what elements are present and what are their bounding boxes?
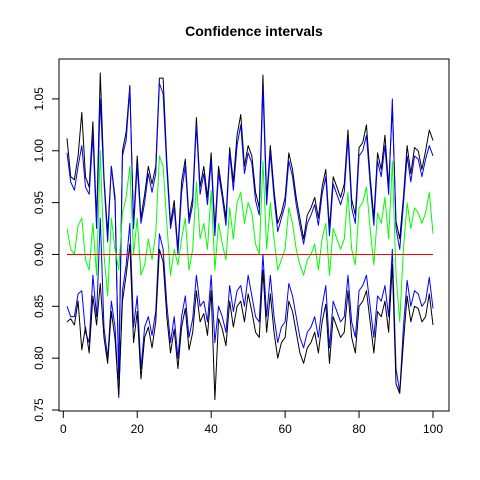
series-line-2 xyxy=(67,83,433,376)
chart-title: Confidence intervals xyxy=(185,23,323,39)
x-tick-label: 80 xyxy=(352,422,366,436)
x-tick-label: 0 xyxy=(60,422,67,436)
y-axis: 0.75 0.80 0.85 0.90 0.95 1.00 1.05 xyxy=(32,87,59,422)
series-layer xyxy=(67,73,433,400)
y-tick-label: 0.90 xyxy=(32,242,46,266)
x-tick-label: 40 xyxy=(205,422,219,436)
y-tick-label: 0.95 xyxy=(32,191,46,215)
y-tick-label: 1.00 xyxy=(32,139,46,163)
x-tick-label: 60 xyxy=(278,422,292,436)
x-axis: 0 20 40 60 80 100 xyxy=(60,411,443,436)
x-tick-label: 20 xyxy=(131,422,145,436)
series-line-5 xyxy=(67,244,433,400)
x-tick-label: 100 xyxy=(423,422,443,436)
y-tick-label: 0.80 xyxy=(32,346,46,370)
y-tick-label: 0.75 xyxy=(32,398,46,422)
y-tick-label: 1.05 xyxy=(32,87,46,111)
y-tick-label: 0.85 xyxy=(32,294,46,318)
